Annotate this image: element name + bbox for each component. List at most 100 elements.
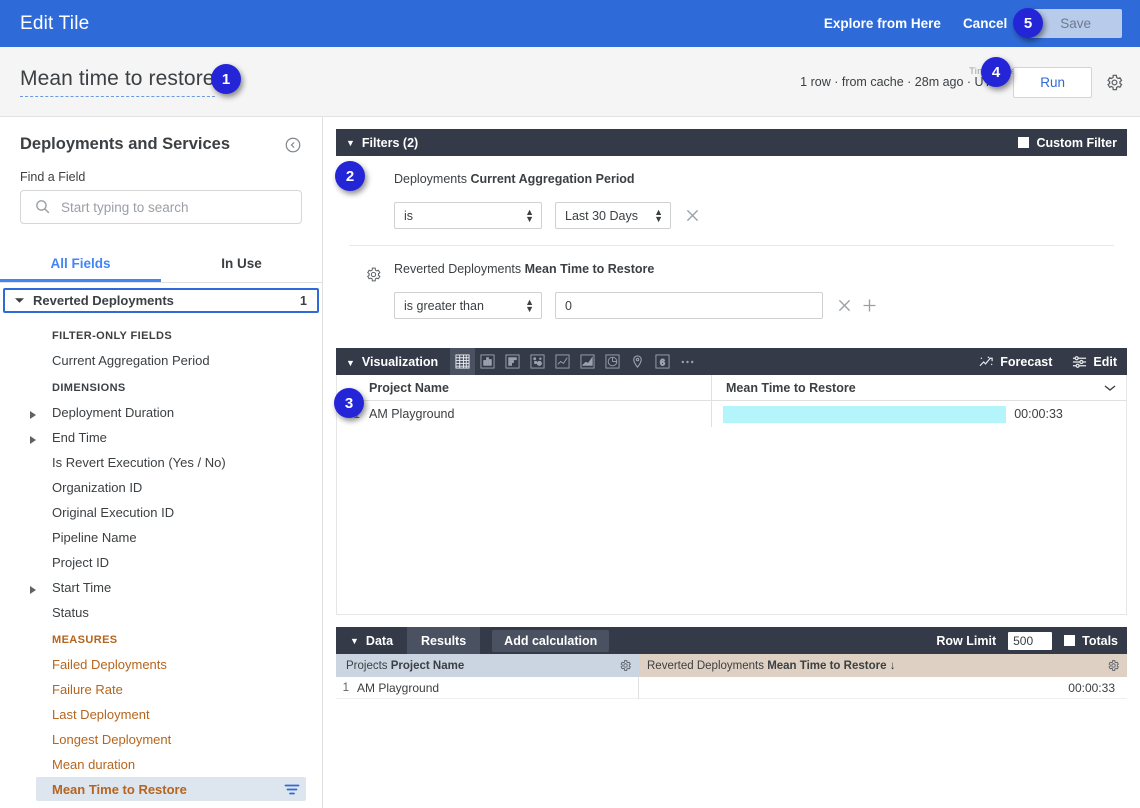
column-settings-gear-icon[interactable]: [1107, 659, 1120, 672]
table-row: 1 AM Playground 00:00:33: [337, 401, 1126, 427]
field-list: FILTER-ONLY FIELDS Current Aggregation P…: [0, 313, 322, 801]
field-mean-duration[interactable]: Mean duration: [52, 757, 136, 772]
add-filter-icon[interactable]: [861, 297, 878, 314]
visualization-header-label[interactable]: ▼ Visualization: [336, 355, 450, 369]
table-icon[interactable]: [450, 348, 476, 375]
forecast-button[interactable]: Forecast: [979, 355, 1052, 369]
filter-value-input[interactable]: [555, 292, 823, 319]
filter-controls: is greater than ▲ ▼: [349, 276, 1114, 325]
results-column-mean-time-to-restore[interactable]: Reverted Deployments Mean Time to Restor…: [639, 654, 1127, 677]
cancel-link[interactable]: Cancel: [962, 16, 1008, 31]
select-spinner-icon: ▲ ▼: [654, 207, 663, 224]
tile-name-input[interactable]: Mean time to restore: [20, 67, 215, 97]
more-options-icon[interactable]: [675, 348, 700, 375]
field-pipeline-name[interactable]: Pipeline Name: [52, 530, 137, 545]
area-chart-icon[interactable]: [575, 348, 600, 375]
field-original-execution-id[interactable]: Original Execution ID: [52, 505, 175, 520]
chevron-down-icon: ▼: [346, 357, 355, 368]
field-end-time[interactable]: End Time: [0, 425, 322, 450]
save-button[interactable]: Save: [1029, 9, 1122, 38]
sort-descending-icon[interactable]: ↓: [889, 659, 896, 672]
results-row-index: 1: [342, 681, 349, 694]
sidebar-header: Deployments and Services: [0, 117, 322, 154]
tab-results[interactable]: Results: [407, 627, 481, 654]
field-mean-time-to-restore[interactable]: Mean Time to Restore: [36, 777, 306, 801]
results-header-row: Projects Project Name Reverted Deploymen…: [336, 654, 1127, 677]
remove-filter-icon[interactable]: [836, 297, 853, 314]
chevron-down-icon: ▼: [346, 137, 355, 148]
visualization-section: ▼ Visualization: [336, 348, 1127, 615]
remove-filter-icon[interactable]: [684, 207, 701, 224]
results-cell-value: 00:00:33: [1068, 680, 1115, 695]
column-settings-gear-icon[interactable]: [619, 659, 632, 672]
step-badge-4: 4: [981, 57, 1011, 87]
field-current-aggregation-period[interactable]: Current Aggregation Period: [52, 353, 210, 368]
tab-all-fields[interactable]: All Fields: [0, 246, 161, 282]
field-start-time[interactable]: Start Time: [0, 575, 322, 600]
filter-field-label: Reverted Deployments Mean Time to Restor…: [349, 262, 1114, 276]
custom-filter-checkbox[interactable]: [1018, 137, 1030, 148]
totals-checkbox[interactable]: [1064, 635, 1076, 646]
map-pin-icon[interactable]: [625, 348, 650, 375]
edit-visualization-button[interactable]: Edit: [1072, 355, 1117, 369]
collapse-sidebar-icon[interactable]: [284, 136, 302, 154]
filter-icon[interactable]: [284, 783, 300, 796]
field-organization-id[interactable]: Organization ID: [52, 480, 143, 495]
view-header-reverted-deployments[interactable]: Reverted Deployments 1: [3, 288, 319, 313]
field-label: End Time: [52, 430, 107, 445]
add-calculation-button[interactable]: Add calculation: [492, 629, 610, 652]
filters-header[interactable]: ▼ Filters (2) Custom Filter: [336, 129, 1127, 156]
column-header-mean-time-to-restore[interactable]: Mean Time to Restore: [712, 375, 1126, 401]
single-value-icon[interactable]: 6: [650, 348, 675, 375]
totals-toggle[interactable]: Totals: [1064, 634, 1118, 648]
custom-filter-label: Custom Filter: [1036, 135, 1117, 150]
top-app-bar: Edit Tile Explore from Here Cancel Save: [0, 0, 1140, 47]
column-chart-icon[interactable]: [475, 348, 500, 375]
field-status[interactable]: Status: [52, 605, 89, 620]
field-longest-deployment[interactable]: Longest Deployment: [52, 732, 172, 747]
field-deployment-duration[interactable]: Deployment Duration: [0, 400, 322, 425]
line-chart-icon[interactable]: [550, 348, 575, 375]
results-column-project-name[interactable]: Projects Project Name: [336, 654, 639, 677]
search-input[interactable]: [20, 190, 302, 224]
explore-title: Deployments and Services: [20, 135, 231, 153]
tab-in-use[interactable]: In Use: [221, 256, 262, 271]
select-spinner-icon: ▲ ▼: [525, 297, 534, 314]
results-field-name: Mean Time to Restore: [767, 659, 887, 672]
field-project-id[interactable]: Project ID: [52, 555, 110, 570]
gear-icon[interactable]: [1105, 73, 1124, 92]
filter-operator-select[interactable]: is ▲ ▼: [394, 202, 542, 229]
explore-from-here-link[interactable]: Explore from Here: [823, 16, 941, 31]
group-label-dimensions: DIMENSIONS: [52, 382, 126, 394]
filter-value-select[interactable]: Last 30 Days ▲ ▼: [555, 202, 671, 229]
data-header: ▼ Data Results Add calculation Row Limit …: [336, 627, 1127, 654]
select-spinner-icon: ▲ ▼: [525, 207, 534, 224]
field-last-deployment[interactable]: Last Deployment: [52, 707, 150, 722]
results-view-name: Reverted Deployments: [647, 659, 764, 672]
row-limit-input[interactable]: [1008, 631, 1053, 650]
custom-filter-toggle[interactable]: Custom Filter: [1018, 136, 1117, 150]
scatter-plot-icon[interactable]: [525, 348, 550, 375]
forecast-label: Forecast: [1000, 354, 1053, 369]
filter-value-text: Last 30 Days: [565, 208, 638, 223]
data-tab-label: Data: [365, 633, 394, 648]
visualization-header: ▼ Visualization: [336, 348, 1127, 375]
filter-view-name: Reverted Deployments: [394, 262, 522, 276]
view-name: Reverted Deployments: [33, 293, 174, 308]
run-button[interactable]: Run: [1013, 66, 1092, 98]
visualization-table: Project Name Mean Time to Restore 1 AM P…: [336, 374, 1127, 615]
bar-chart-icon[interactable]: [500, 348, 525, 375]
pie-chart-icon[interactable]: [600, 348, 625, 375]
column-header-project-name[interactable]: Project Name: [337, 374, 712, 401]
field-is-revert-execution[interactable]: Is Revert Execution (Yes / No): [52, 455, 226, 470]
tab-data[interactable]: ▼ Data: [336, 627, 407, 654]
filter-settings-gear-icon[interactable]: [365, 266, 382, 283]
field-failed-deployments[interactable]: Failed Deployments: [52, 657, 167, 672]
filter-operator-select[interactable]: is greater than ▲ ▼: [394, 292, 542, 319]
results-row: 1 AM Playground 00:00:33: [336, 676, 1127, 699]
group-label-filter-only: FILTER-ONLY FIELDS: [52, 330, 173, 342]
step-badge-1: 1: [211, 64, 241, 94]
step-badge-2: 2: [335, 161, 365, 191]
chevron-down-icon[interactable]: [1104, 381, 1116, 395]
field-failure-rate[interactable]: Failure Rate: [52, 682, 123, 697]
